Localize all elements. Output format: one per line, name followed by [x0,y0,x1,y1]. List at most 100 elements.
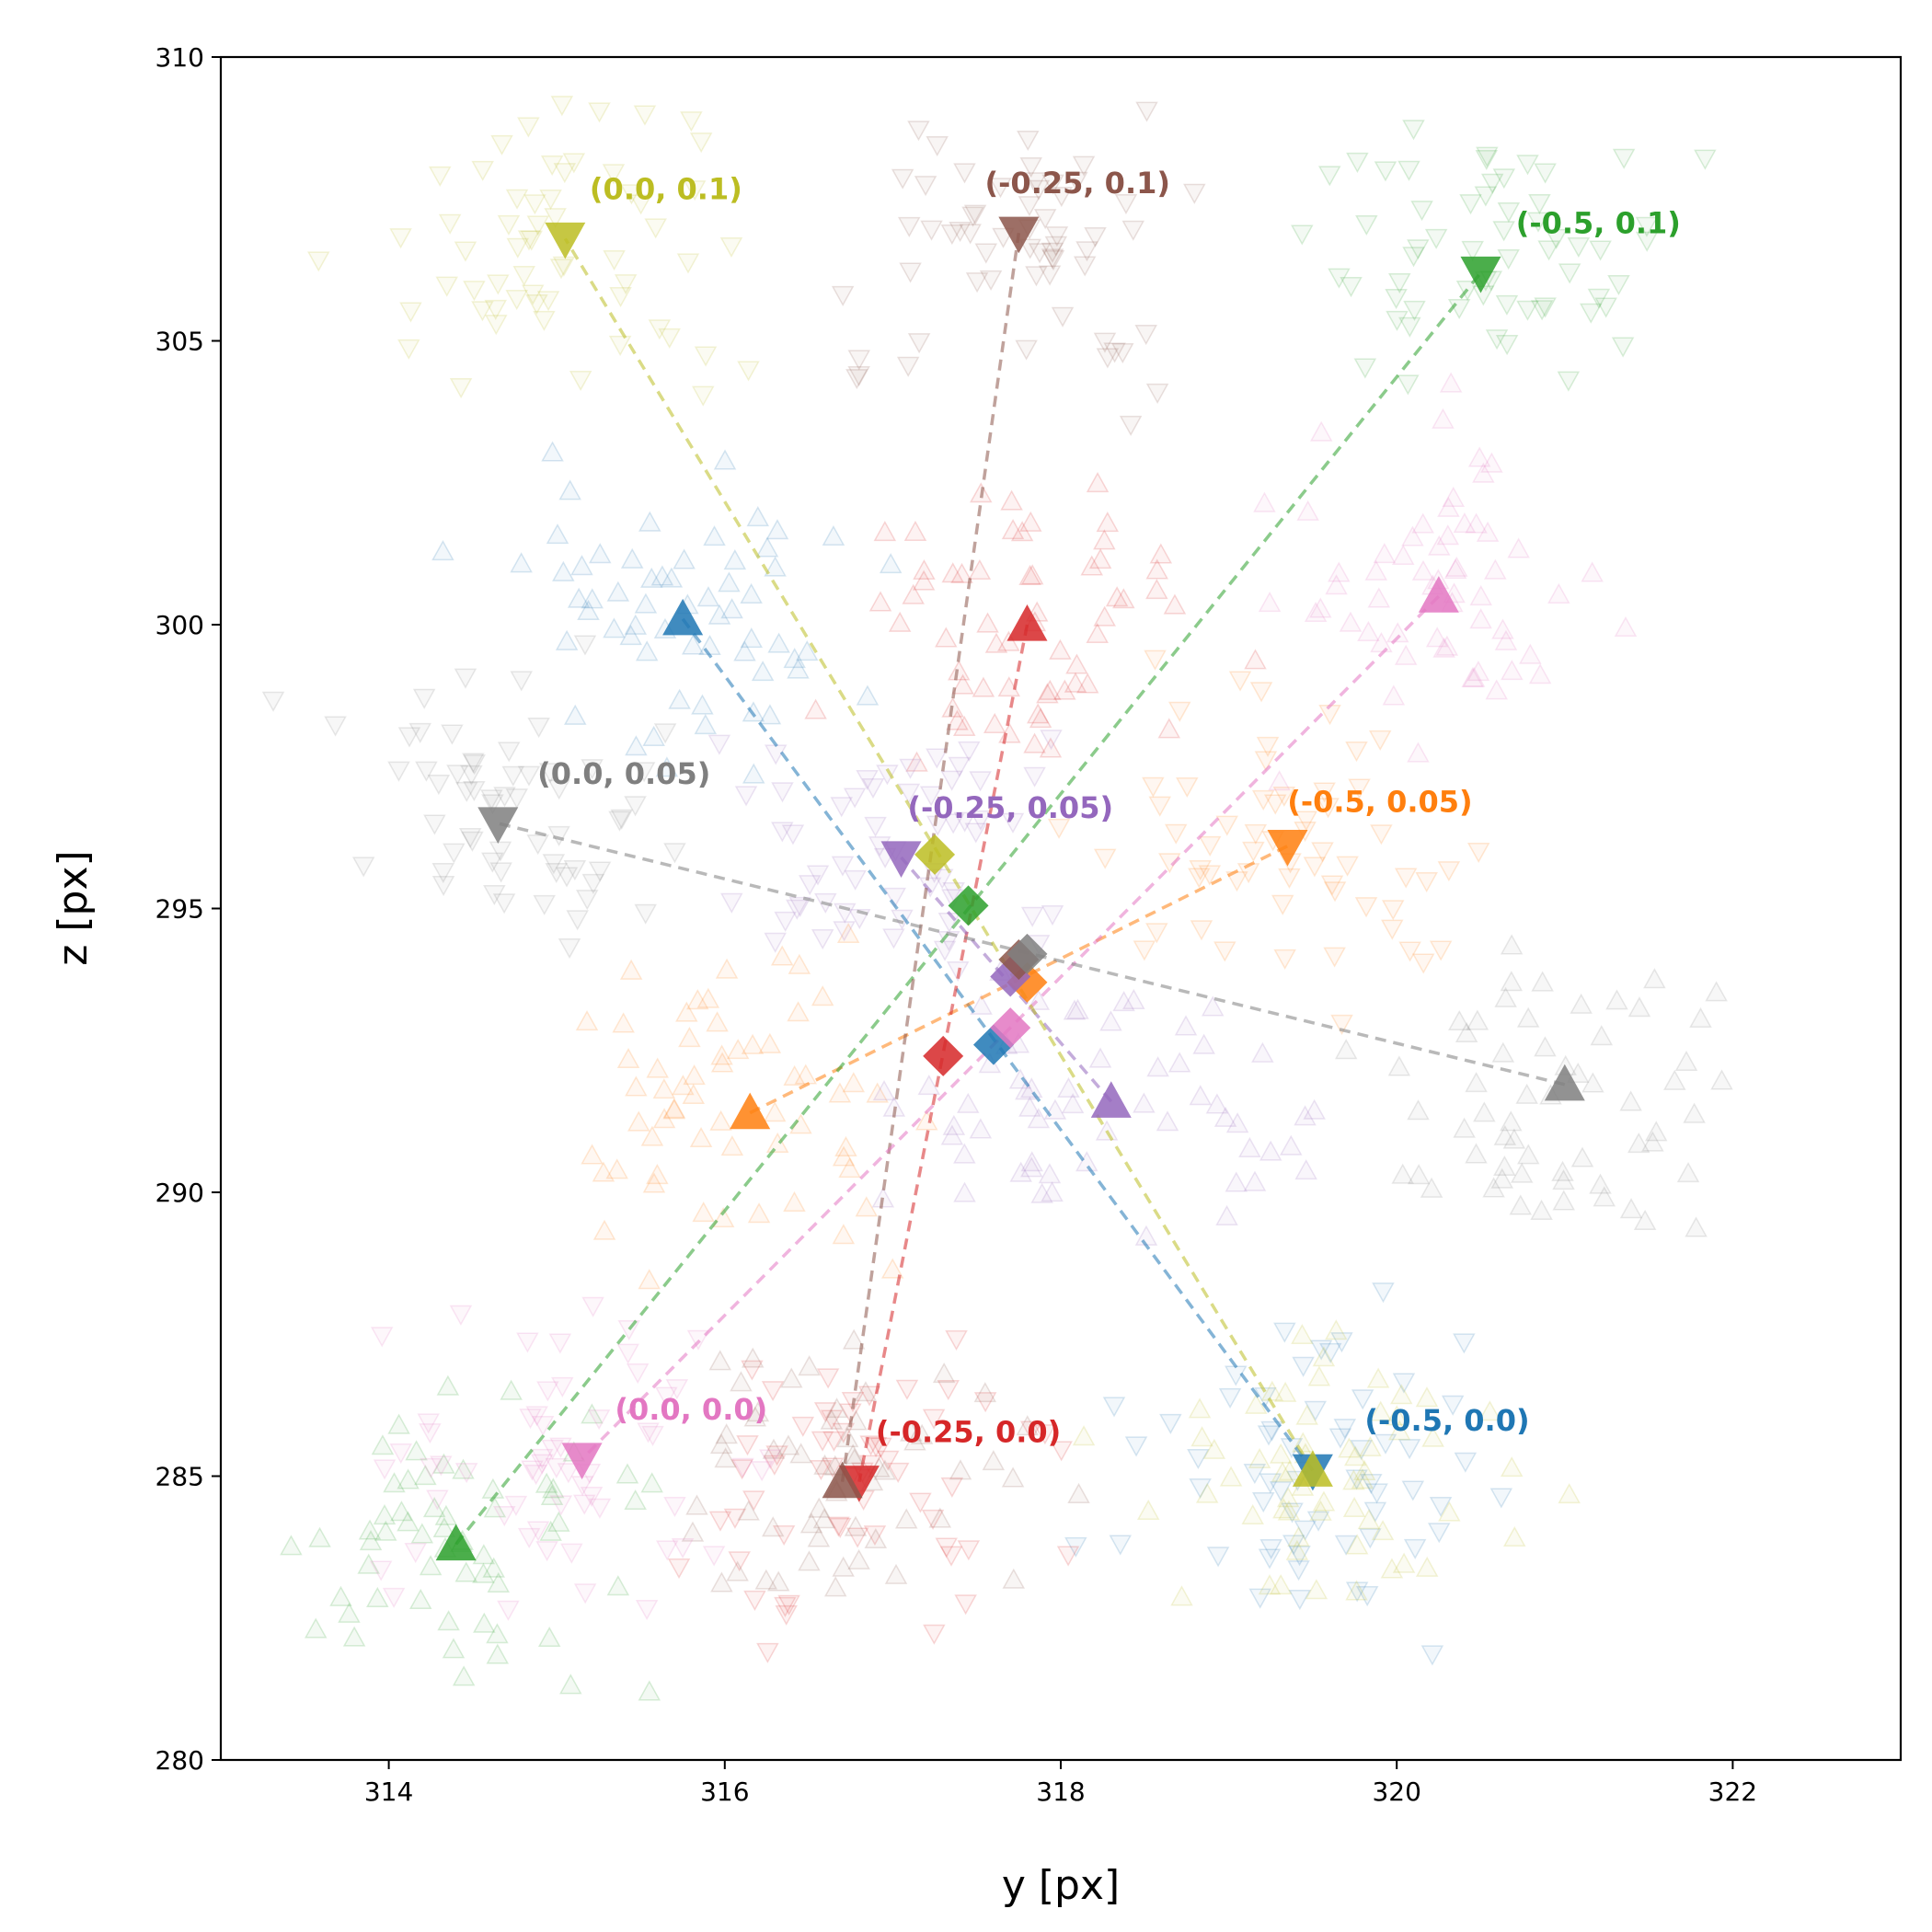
background-marker [641,1425,664,1446]
background-marker [743,1590,766,1611]
background-marker [548,1333,572,1354]
background-marker [1394,644,1418,665]
background-marker [1249,682,1273,703]
background-marker [562,153,586,174]
background-marker [1309,1340,1333,1361]
background-marker [449,378,473,399]
background-marker [821,1457,845,1478]
background-marker [410,1523,434,1544]
background-marker [1088,1047,1112,1068]
background-marker [678,1027,701,1048]
background-marker [1072,155,1096,177]
background-marker [1159,1413,1182,1434]
background-marker [1272,786,1296,808]
background-marker [497,1600,520,1621]
background-marker [939,1546,963,1567]
background-marker [755,536,779,558]
background-marker [1149,543,1173,564]
background-marker [441,724,464,745]
background-marker [1243,1464,1267,1485]
background-marker [1018,196,1041,217]
background-marker [838,1157,861,1179]
background-marker [592,1161,615,1182]
background-marker [512,266,535,287]
background-marker [1443,558,1467,580]
background-marker [1276,1487,1300,1508]
background-marker [706,1011,729,1032]
background-marker [957,1540,981,1561]
background-marker [558,937,581,960]
background-marker [845,1527,869,1548]
background-marker [1260,1420,1283,1442]
background-marker [1225,1112,1249,1133]
background-marker [1291,224,1314,246]
y-tick-label: 280 [155,1745,204,1776]
background-marker [452,1458,475,1479]
background-marker [551,1376,574,1397]
x-tick-label: 316 [700,1777,749,1807]
background-marker [662,1098,686,1119]
background-marker [547,825,570,846]
background-marker [575,1010,599,1031]
background-marker [820,1409,844,1431]
background-marker [1534,297,1557,318]
background-marker [615,1463,639,1484]
background-marker [516,1332,539,1353]
background-marker [836,922,860,944]
background-marker [637,1422,660,1443]
background-marker [1018,1096,1041,1117]
mean-marker [1006,933,1048,974]
background-marker [743,1406,767,1427]
background-marker [1410,201,1433,222]
background-marker [419,1423,442,1444]
background-marker [969,771,992,792]
background-marker [676,253,700,274]
background-marker [1374,161,1397,182]
background-marker [1024,172,1048,193]
background-marker [710,1052,734,1073]
background-marker [798,1550,821,1571]
background-marker [308,1526,331,1547]
background-marker [460,765,483,786]
background-marker [533,894,556,915]
background-marker [1345,1469,1368,1490]
background-marker [616,1047,640,1069]
background-marker [754,1569,778,1590]
background-marker [1494,629,1518,650]
background-marker [1485,329,1509,351]
background-marker [1397,160,1420,181]
background-marker [1188,1397,1212,1419]
background-marker [1581,1072,1604,1093]
background-marker [734,786,758,807]
background-marker [640,1125,664,1146]
background-marker [1304,601,1328,623]
background-marker [1369,1400,1392,1421]
background-marker [777,1594,800,1616]
background-marker [854,1381,878,1402]
background-marker [1530,1199,1553,1220]
background-marker [639,567,663,588]
background-marker [1627,996,1651,1018]
background-marker [922,1409,946,1430]
background-marker [832,1422,856,1443]
y-tick-label: 290 [155,1178,204,1208]
x-tick-label: 314 [364,1777,413,1807]
background-marker [1136,1499,1160,1521]
background-marker [575,890,599,911]
background-marker [1345,1581,1369,1603]
background-marker [570,555,593,576]
background-marker [941,813,965,834]
background-marker [1041,242,1064,263]
background-marker [1482,1177,1505,1198]
background-marker [408,1588,432,1609]
background-marker [765,1132,789,1153]
background-marker [1192,1033,1215,1054]
background-marker [1689,1006,1712,1029]
background-marker [816,1368,840,1389]
background-marker [471,160,494,181]
background-marker [549,1495,573,1516]
background-marker [1122,988,1145,1009]
mean-marker [914,834,956,875]
background-marker [635,640,659,661]
background-marker [443,843,466,864]
